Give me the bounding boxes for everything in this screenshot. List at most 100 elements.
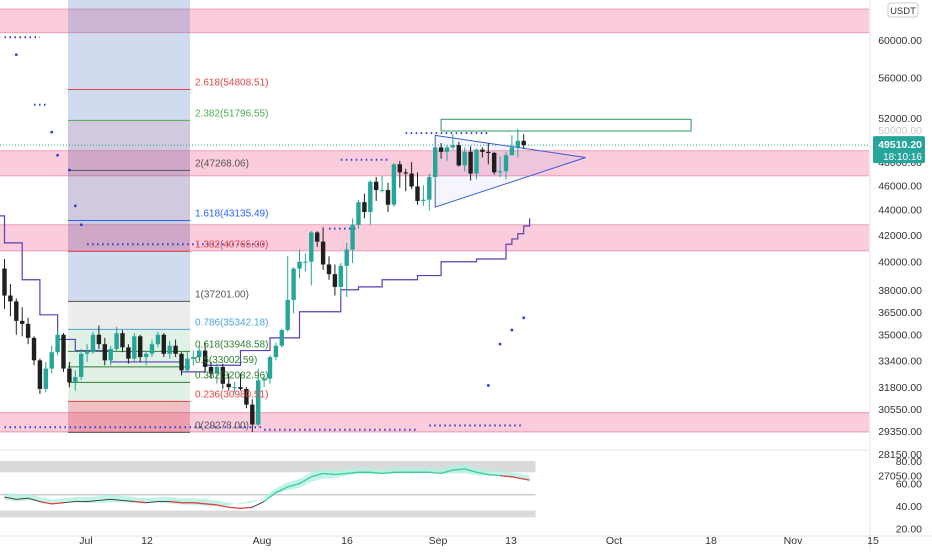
candle-body — [450, 145, 456, 148]
price-zone-band — [0, 8, 869, 33]
candle-body — [391, 164, 397, 205]
candle-body — [462, 151, 467, 166]
time-tick-label: Aug — [253, 535, 272, 547]
candle-body — [244, 388, 249, 405]
price-tick-label: 36500.00 — [878, 307, 922, 319]
price-tick-label: 29350.00 — [878, 426, 922, 438]
candle-body — [55, 334, 60, 353]
candle-body — [273, 345, 279, 358]
time-tick-label: 12 — [141, 535, 153, 547]
candle-body — [427, 177, 432, 200]
candle-body — [256, 380, 261, 425]
candle-body — [120, 333, 125, 348]
level-dot — [498, 342, 502, 346]
candle-body — [90, 334, 96, 353]
currency-badge[interactable]: USDT — [887, 2, 919, 18]
price-tick-label: 40000.00 — [878, 257, 922, 269]
current-price-value: 49510.20 — [878, 139, 922, 151]
candle-body — [220, 366, 225, 384]
time-tick-label: 16 — [341, 535, 353, 547]
candle-body — [397, 164, 402, 173]
candle-body — [79, 353, 84, 377]
price-zone-band — [0, 412, 869, 432]
candle-body — [73, 376, 78, 383]
candle-body — [31, 337, 37, 361]
price-tick-label: 35000.00 — [878, 330, 922, 342]
price-tick-label: 60000.00 — [878, 35, 922, 47]
stepped-dotted-levels — [4, 36, 526, 431]
candle-body — [108, 348, 113, 361]
candle-body — [8, 295, 13, 302]
target-box[interactable] — [440, 118, 692, 132]
candle-body — [338, 265, 343, 287]
time-tick-label: Sep — [429, 535, 448, 547]
price-tick-label: 44000.00 — [878, 205, 922, 217]
fibonacci-extension-tool[interactable] — [68, 0, 190, 433]
candle-body — [521, 140, 526, 146]
rsi-line-strong — [263, 468, 501, 503]
price-tick-label: 27050.00 — [878, 471, 922, 483]
candle-body — [102, 344, 107, 361]
candle-body — [492, 152, 497, 173]
price-tick-label: 38000.00 — [878, 285, 922, 297]
candle-body — [20, 320, 25, 324]
candle-body — [238, 387, 243, 389]
candlestick-series — [2, 128, 526, 432]
price-tick-label: 56000.00 — [878, 73, 922, 85]
candle-body — [14, 301, 19, 321]
candle-body — [303, 261, 308, 263]
fib-level-label: 1(37201.00) — [195, 289, 249, 300]
candle-body — [114, 333, 119, 349]
candle-body — [486, 151, 491, 153]
level-dot — [510, 328, 514, 332]
price-tick-label: 28150.00 — [878, 449, 922, 461]
candle-body — [197, 350, 202, 358]
currency-badge-box — [887, 2, 919, 18]
candle-body — [374, 181, 379, 191]
fib-level-label: 0.618(33948.58) — [195, 339, 268, 350]
price-tick-label: 33400.00 — [878, 355, 922, 367]
candle-body — [332, 274, 338, 287]
time-tick-label: Jul — [79, 535, 92, 547]
fib-level-label: 0.5(33002.59) — [195, 355, 257, 366]
candle-body — [179, 353, 184, 371]
candle-body — [185, 358, 190, 371]
level-dot — [56, 153, 59, 157]
current-price-tag-bg — [873, 136, 925, 164]
candle-body — [315, 232, 320, 242]
candle-body — [456, 145, 461, 166]
candle-body — [267, 357, 273, 379]
candle-body — [385, 190, 391, 205]
candle-body — [509, 147, 515, 156]
candle-body — [49, 352, 54, 369]
candle-body — [161, 334, 166, 354]
candle-body — [167, 345, 172, 354]
candle-body — [285, 299, 290, 331]
candle-body — [250, 404, 255, 425]
candle-body — [43, 368, 48, 389]
candle-body — [191, 357, 196, 359]
candle-body — [84, 352, 90, 354]
candle-body — [132, 336, 137, 359]
rsi-panel[interactable] — [0, 461, 536, 518]
time-axis[interactable]: Jul 12 Aug 16 Sep 13 Oct 18 Nov 15 — [79, 535, 879, 547]
candle-body — [356, 202, 361, 225]
candle-body — [320, 241, 326, 265]
rsi-fill-up — [4, 464, 530, 507]
candle-body — [480, 149, 485, 152]
level-dot — [486, 384, 490, 387]
level-dot — [50, 130, 54, 134]
level-dot — [522, 316, 526, 320]
candle-body — [444, 147, 450, 152]
price-axis[interactable]: 60000.0056000.0052000.0048000.0046000.00… — [878, 2, 922, 536]
fib-level-label: 2(47268.06) — [195, 158, 249, 169]
candle-body — [155, 334, 161, 345]
fib-level-label: 0(29278.00) — [195, 420, 249, 431]
candle-body — [96, 334, 102, 345]
candle-body — [344, 249, 349, 266]
